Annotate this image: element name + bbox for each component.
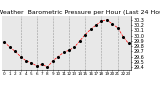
Point xyxy=(46,66,49,68)
Point xyxy=(30,62,33,64)
Point xyxy=(79,40,81,41)
Point xyxy=(14,51,16,52)
Point xyxy=(57,56,60,57)
Point xyxy=(62,52,65,53)
Point xyxy=(41,64,43,65)
Point xyxy=(73,46,76,48)
Title: Milwaukee Weather  Barometric Pressure per Hour (Last 24 Hours): Milwaukee Weather Barometric Pressure pe… xyxy=(0,10,160,15)
Point xyxy=(100,20,103,22)
Point xyxy=(106,19,108,21)
Point xyxy=(127,43,130,44)
Point xyxy=(25,60,27,61)
Point xyxy=(122,36,124,37)
Point xyxy=(35,65,38,67)
Point xyxy=(95,24,97,26)
Point xyxy=(84,34,87,35)
Point xyxy=(89,29,92,30)
Point xyxy=(68,50,70,51)
Point xyxy=(116,27,119,28)
Point xyxy=(8,46,11,48)
Point xyxy=(3,41,6,43)
Point xyxy=(19,56,22,57)
Point xyxy=(52,60,54,61)
Point xyxy=(111,23,114,25)
